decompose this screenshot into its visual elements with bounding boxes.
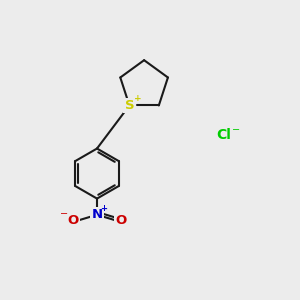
Text: +: + — [134, 94, 142, 103]
Text: S: S — [124, 99, 134, 112]
Text: O: O — [68, 214, 79, 226]
Text: Cl: Cl — [216, 128, 231, 142]
Text: −: − — [60, 208, 68, 219]
Text: N: N — [92, 208, 103, 221]
Text: +: + — [100, 204, 107, 213]
Text: O: O — [115, 214, 126, 226]
Text: −: − — [232, 125, 240, 135]
